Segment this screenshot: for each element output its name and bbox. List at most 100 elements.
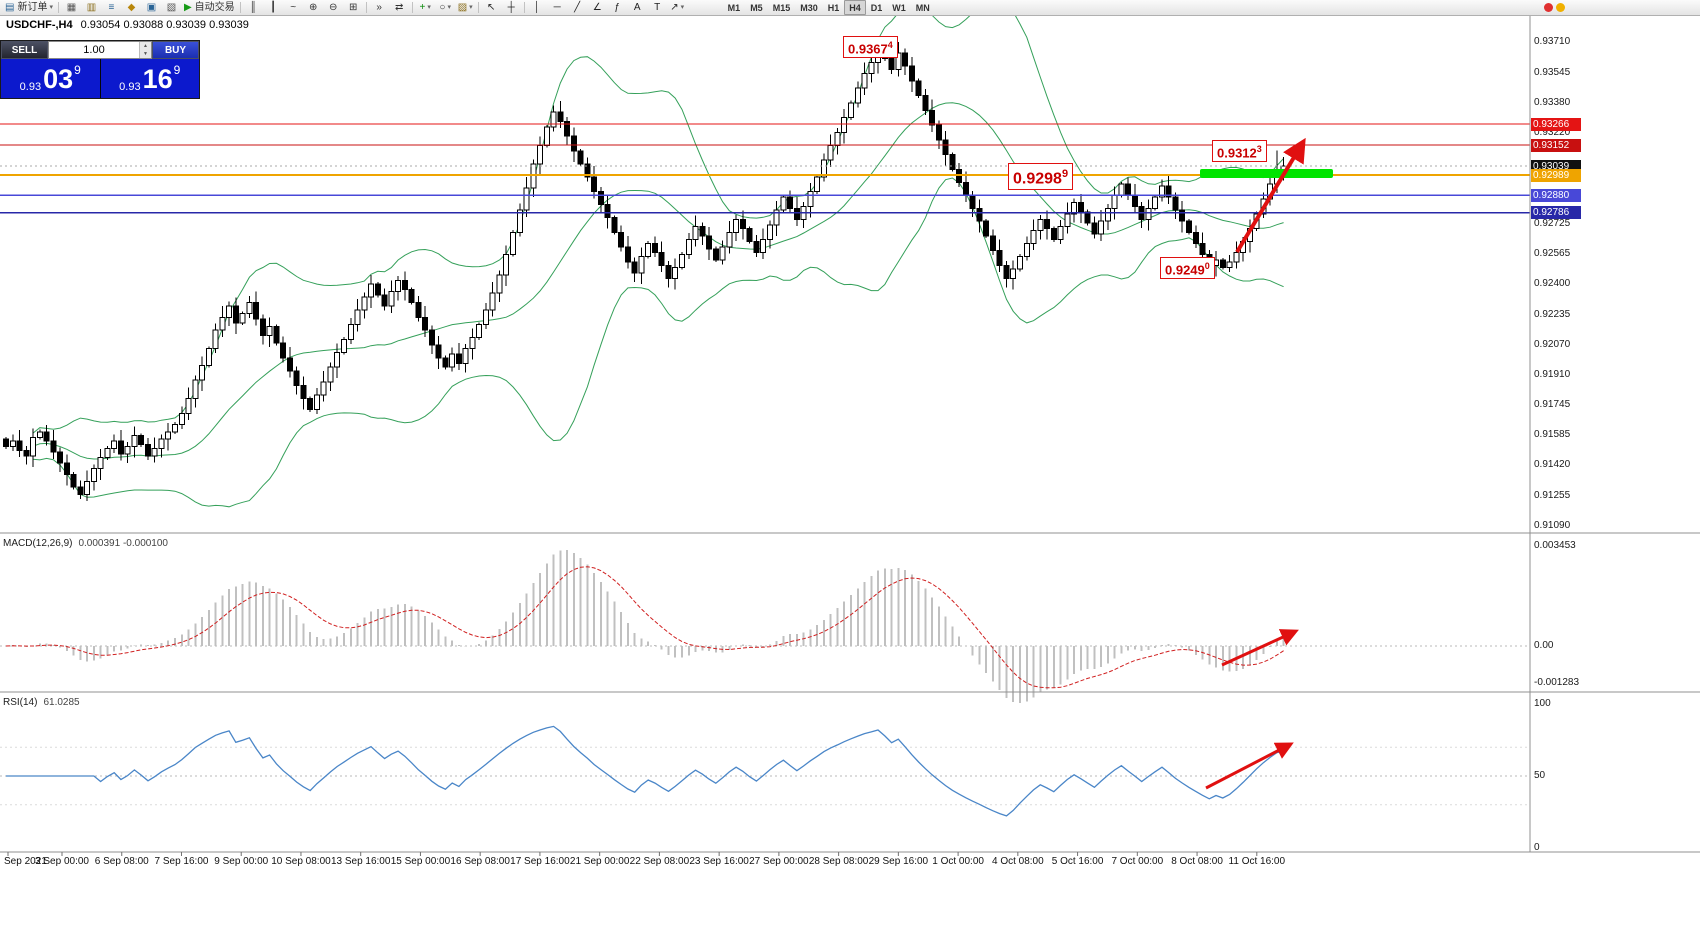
price-axis-label: 0.93220 [1534, 126, 1571, 138]
vertical-line-button[interactable]: │ [528, 1, 547, 15]
terminal-button[interactable]: ▣ [142, 1, 161, 15]
ohlc-values: 0.93054 0.93088 0.93039 0.93039 [80, 19, 249, 31]
charts-grid-button[interactable]: ▦ [62, 1, 81, 15]
volume-field[interactable]: 1.00 ▲ ▼ [48, 41, 152, 59]
rsi-name: RSI(14) [3, 697, 38, 708]
rsi-axis-label: 0 [1534, 842, 1540, 853]
volume-spinner[interactable]: ▲ ▼ [139, 42, 151, 58]
timeframe-mn[interactable]: MN [915, 2, 930, 13]
horizontal-line-button[interactable]: ─ [548, 1, 567, 15]
cursor-icon: ↖ [486, 2, 496, 13]
navigator-button[interactable]: ◆ [122, 1, 141, 15]
time-axis-label: 13 Sep 16:00 [330, 856, 391, 867]
volume-up-icon[interactable]: ▲ [140, 42, 151, 50]
status-yellow-icon[interactable] [1556, 3, 1565, 12]
fibonacci-button[interactable]: ƒ [608, 1, 627, 15]
candles [3, 40, 1287, 502]
templates-button[interactable]: ▨ ▾ [456, 1, 475, 15]
channel-button[interactable]: ∠ [588, 1, 607, 15]
timeframe-m1[interactable]: M1 [727, 2, 741, 13]
line-chart-button[interactable]: ~ [284, 1, 303, 15]
timeframe-m5[interactable]: M5 [750, 2, 763, 13]
time-axis-label: 21 Sep 00:00 [569, 856, 630, 867]
toolbar-separator [523, 2, 525, 13]
market-watch-button[interactable]: ≡ [102, 1, 121, 15]
timeframe-h4[interactable]: H4 [844, 0, 866, 15]
periods-icon: ○ [439, 2, 446, 13]
profiles-button[interactable]: ▥ [82, 1, 101, 15]
trend-arrow-2[interactable] [1221, 629, 1299, 667]
timeframe-m30[interactable]: M30 [800, 2, 818, 13]
price-flag-0.9367[interactable]: 0.93674 [843, 36, 898, 59]
chart-shift-button[interactable]: ⇄ [390, 1, 409, 15]
autotrading-button[interactable]: ▶ 自动交易 [182, 1, 237, 15]
time-axis-label: 7 Sep 16:00 [154, 856, 209, 867]
tile-windows-button[interactable]: ⊞ [344, 1, 363, 15]
time-axis-label: 7 Oct 00:00 [1111, 856, 1164, 867]
time-axis-label: 10 Sep 08:00 [271, 856, 331, 867]
auto-scroll-button[interactable]: » [370, 1, 389, 15]
timeframe-h1[interactable]: H1 [827, 2, 840, 13]
green-highlight-zone[interactable] [1200, 169, 1333, 178]
price-flag-0.9298[interactable]: 0.92989 [1008, 163, 1074, 191]
text-label-button[interactable]: T [648, 1, 667, 15]
price-tag-0.92786: 0.92786 [1531, 206, 1581, 220]
market-watch-icon: ≡ [108, 2, 115, 13]
time-axis-label: 27 Sep 00:00 [749, 856, 809, 867]
trend-arrow-1[interactable] [1235, 137, 1306, 254]
time-axis-label: 11 Oct 16:00 [1228, 856, 1286, 867]
time-axis-label: 16 Sep 08:00 [450, 856, 510, 867]
candlestick-chart-button[interactable]: ┃ [264, 1, 283, 15]
price-tag-0.93152: 0.93152 [1531, 138, 1581, 152]
time-axis-label: 3 Sep 00:00 [35, 856, 89, 867]
navigator-icon: ◆ [127, 2, 136, 13]
indicators-button[interactable]: + ▾ [416, 1, 435, 15]
timeframe-m15[interactable]: M15 [772, 2, 791, 13]
zoom-out-button[interactable]: ⊖ [324, 1, 343, 15]
volume-value[interactable]: 1.00 [83, 44, 105, 56]
macd-name: MACD(12,26,9) [3, 538, 73, 549]
trend-arrow-3[interactable] [1205, 742, 1294, 790]
chart-plot-area[interactable] [0, 16, 1530, 852]
time-axis-label: 23 Sep 16:00 [689, 856, 749, 867]
periods-button[interactable]: ○ ▾ [436, 1, 455, 15]
time-axis-label: 17 Sep 16:00 [510, 856, 570, 867]
buy-button[interactable]: BUY [152, 41, 199, 59]
price-tag-0.92880: 0.92880 [1531, 188, 1581, 202]
sell-price-display[interactable]: 0.93 03 9 [1, 59, 101, 98]
rsi-line [6, 725, 1284, 817]
trendline-button[interactable]: ╱ [568, 1, 587, 15]
time-axis-label: 29 Sep 16:00 [868, 856, 929, 867]
rsi-axis-label: 100 [1534, 698, 1551, 709]
new-order-button[interactable]: ▤ 新订单 ▾ [3, 1, 55, 15]
text-button[interactable]: A [628, 1, 647, 15]
price-axis-label: 0.91255 [1534, 489, 1571, 501]
status-red-icon[interactable] [1544, 3, 1553, 12]
toolbar-separator [57, 2, 59, 13]
bar-chart-button[interactable]: ║ [244, 1, 263, 15]
cursor-button[interactable]: ↖ [482, 1, 501, 15]
macd-axis-label: 0.00 [1534, 640, 1554, 651]
sell-price-big: 03 [43, 63, 74, 94]
zoom-in-button[interactable]: ⊕ [304, 1, 323, 15]
new-order-button-label: 新订单 [17, 2, 48, 13]
timeframe-w1[interactable]: W1 [892, 2, 906, 13]
time-axis-ticks [7, 852, 1258, 856]
arrows-button[interactable]: ↗ ▾ [668, 1, 687, 15]
macd-axis-label: -0.001283 [1534, 677, 1580, 688]
crosshair-button[interactable]: ┼ [502, 1, 521, 15]
price-flag-0.9249[interactable]: 0.92490 [1160, 257, 1215, 280]
strategy-tester-button[interactable]: ▧ [162, 1, 181, 15]
volume-down-icon[interactable]: ▼ [140, 50, 151, 58]
buy-price-display[interactable]: 0.93 16 9 [100, 59, 199, 98]
price-flag-0.9312[interactable]: 0.93123 [1212, 140, 1267, 163]
sell-button[interactable]: SELL [1, 41, 48, 59]
symbol-period-label: USDCHF-,H4 [6, 19, 73, 31]
timeframe-d1[interactable]: D1 [870, 2, 883, 13]
fibonacci-icon: ƒ [614, 2, 620, 13]
price-tag-0.93266: 0.93266 [1531, 117, 1581, 131]
tile-windows-icon: ⊞ [348, 2, 358, 13]
time-axis-label: 9 Sep 00:00 [214, 856, 269, 867]
caret-down-icon: ▾ [427, 4, 431, 11]
